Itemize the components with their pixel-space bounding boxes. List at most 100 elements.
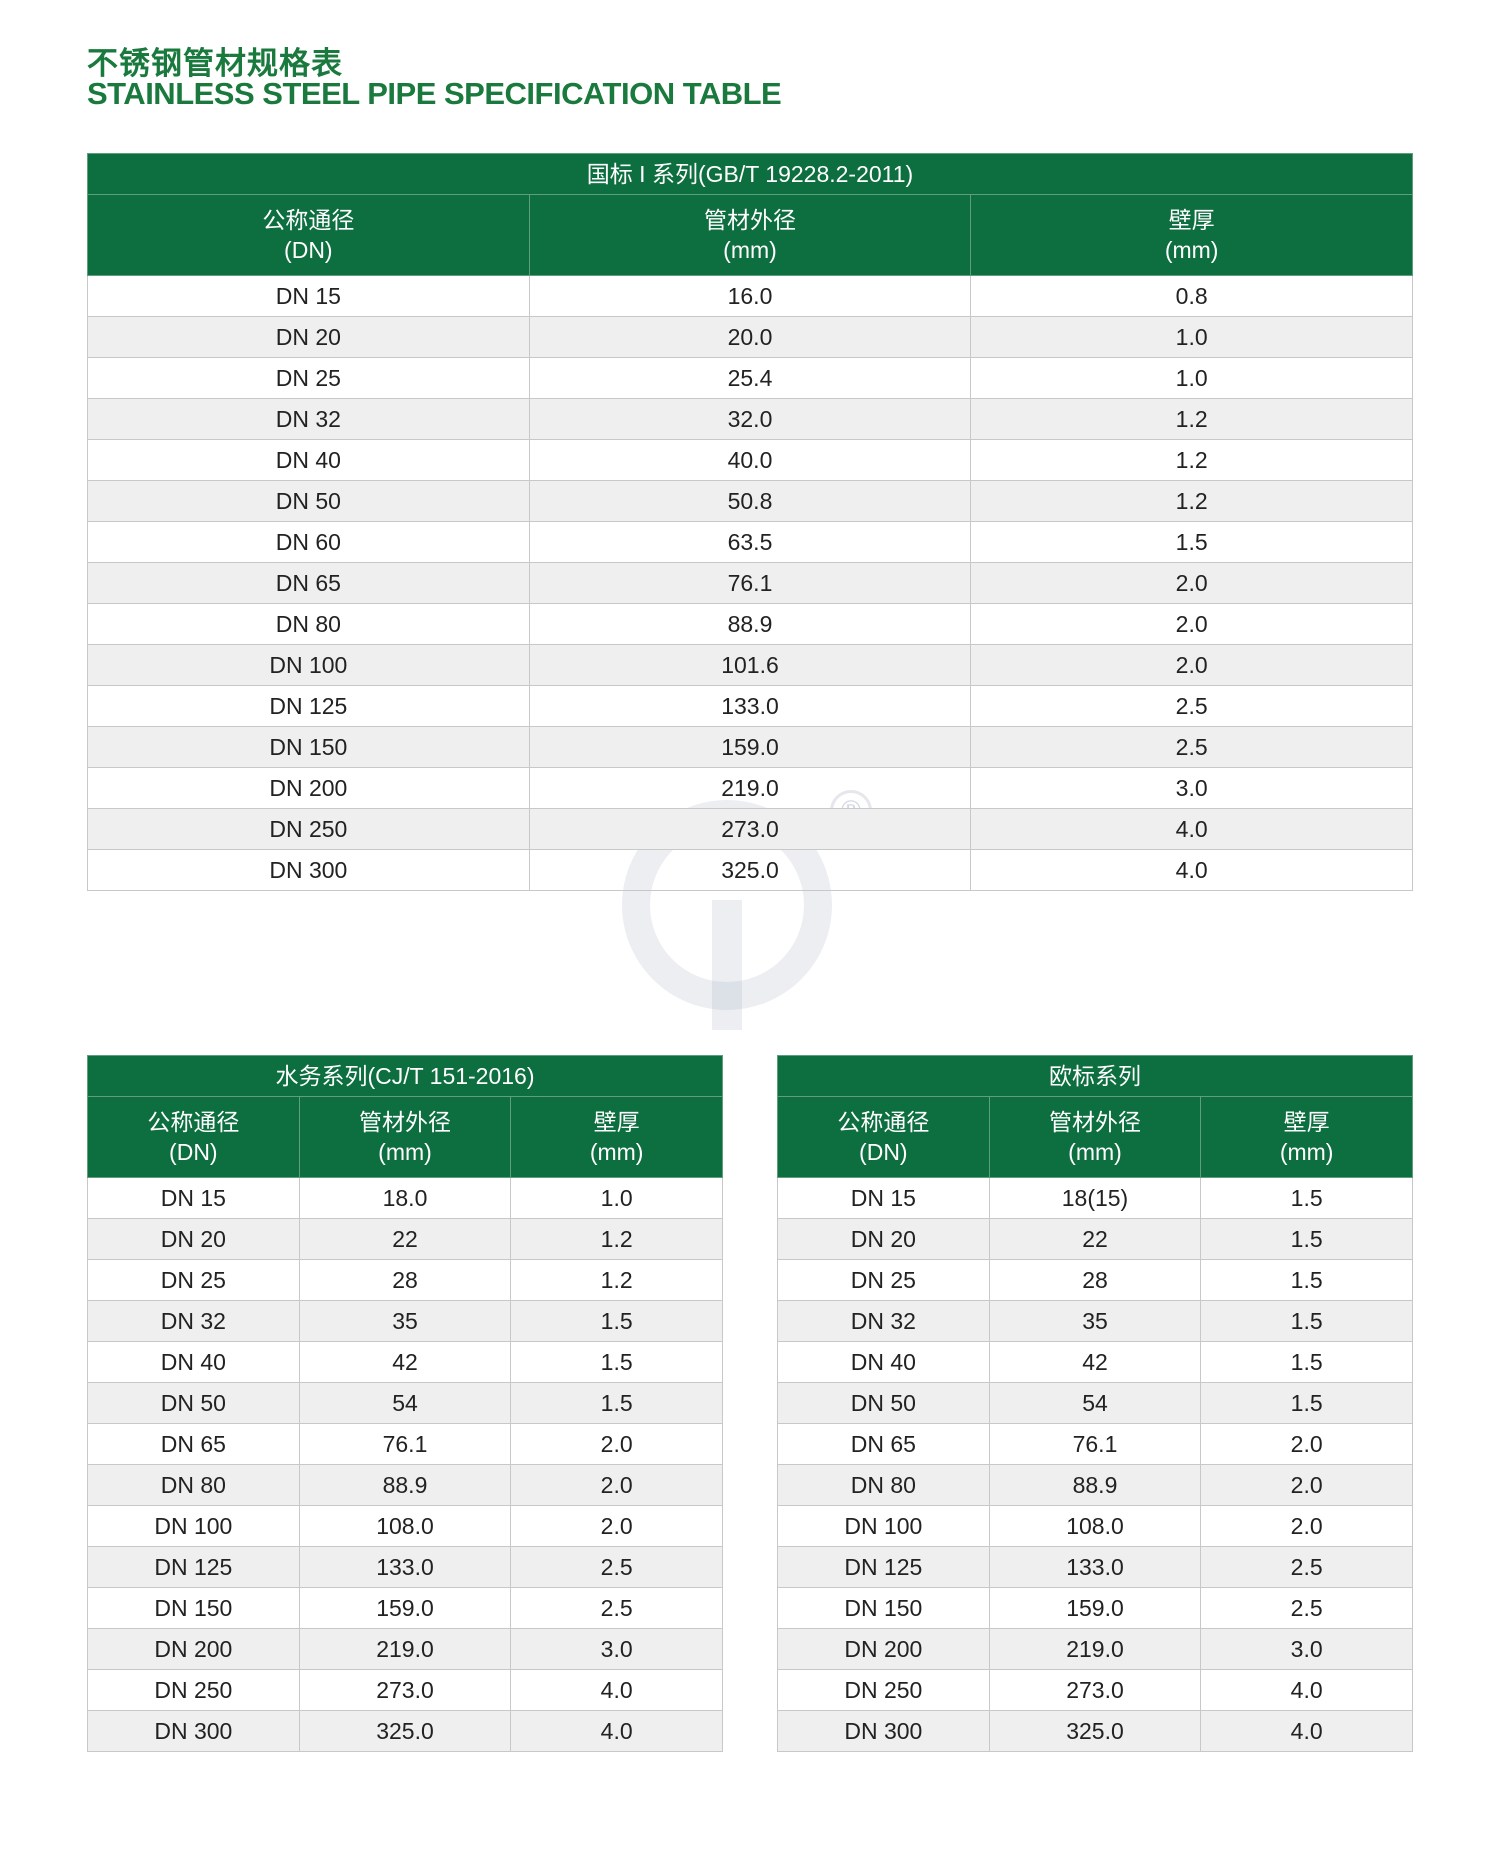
cell-wall-thickness: 1.5 [1200, 1341, 1413, 1383]
table-row: DN 250 273.0 4.0 [87, 808, 1413, 850]
column-header-nominal-diameter: 公称通径 (DN) [777, 1096, 990, 1178]
cell-nominal-diameter: DN 250 [87, 1669, 300, 1711]
cell-outer-diameter: 133.0 [988, 1546, 1202, 1588]
cell-wall-thickness: 2.0 [1200, 1464, 1413, 1506]
cell-outer-diameter: 273.0 [528, 808, 972, 850]
cell-wall-thickness: 2.0 [510, 1423, 723, 1465]
header-unit: (mm) [1068, 1139, 1122, 1165]
cell-outer-diameter: 18(15) [988, 1177, 1202, 1219]
cell-nominal-diameter: DN 100 [777, 1505, 990, 1547]
cell-outer-diameter: 88.9 [528, 603, 972, 645]
table-row: DN 60 63.5 1.5 [87, 521, 1413, 563]
cell-outer-diameter: 35 [988, 1300, 1202, 1342]
cell-outer-diameter: 273.0 [988, 1669, 1202, 1711]
header-label: 壁厚 [1168, 207, 1215, 233]
cell-outer-diameter: 325.0 [298, 1710, 512, 1752]
cell-nominal-diameter: DN 60 [87, 521, 530, 563]
table-row: DN 25 25.4 1.0 [87, 357, 1413, 399]
cell-wall-thickness: 2.5 [510, 1587, 723, 1629]
cell-outer-diameter: 42 [988, 1341, 1202, 1383]
cell-outer-diameter: 42 [298, 1341, 512, 1383]
cell-outer-diameter: 159.0 [988, 1587, 1202, 1629]
cell-wall-thickness: 1.5 [1200, 1259, 1413, 1301]
column-header-wall-thickness: 壁厚 (mm) [510, 1096, 723, 1178]
table-row: DN 300 325.0 4.0 [87, 849, 1413, 891]
table-row: DN 200 219.0 3.0 [777, 1628, 1413, 1670]
table-row: DN 40 40.0 1.2 [87, 439, 1413, 481]
table-row: DN 125 133.0 2.5 [87, 1546, 723, 1588]
table-row: DN 32 35 1.5 [777, 1300, 1413, 1342]
cell-nominal-diameter: DN 15 [777, 1177, 990, 1219]
header-unit: (DN) [284, 237, 333, 263]
cell-nominal-diameter: DN 50 [87, 1382, 300, 1424]
cell-nominal-diameter: DN 250 [777, 1669, 990, 1711]
header-label: 管材外径 [1048, 1109, 1141, 1135]
table-row: DN 200 219.0 3.0 [87, 1628, 723, 1670]
cell-outer-diameter: 25.4 [528, 357, 972, 399]
cell-wall-thickness: 2.0 [510, 1505, 723, 1547]
watermark-logo-stem [712, 900, 742, 1030]
gb-series-spec-table: 国标 I 系列(GB/T 19228.2-2011) 公称通径 (DN) 管材外径 (m… [87, 153, 1413, 891]
page-title-english: STAINLESS STEEL PIPE SPECIFICATION TABLE [87, 76, 782, 111]
cell-outer-diameter: 22 [298, 1218, 512, 1260]
cell-wall-thickness: 2.0 [1200, 1423, 1413, 1465]
cell-wall-thickness: 0.8 [970, 275, 1413, 317]
table-row: DN 200 219.0 3.0 [87, 767, 1413, 809]
cell-wall-thickness: 1.2 [510, 1218, 723, 1260]
cell-wall-thickness: 1.5 [1200, 1300, 1413, 1342]
cell-wall-thickness: 2.0 [510, 1464, 723, 1506]
column-header-nominal-diameter: 公称通径 (DN) [87, 194, 530, 276]
cell-wall-thickness: 1.5 [510, 1300, 723, 1342]
cell-nominal-diameter: DN 200 [87, 767, 530, 809]
cell-outer-diameter: 108.0 [988, 1505, 1202, 1547]
table-row: DN 40 42 1.5 [777, 1341, 1413, 1383]
table-row: DN 150 159.0 2.5 [87, 726, 1413, 768]
cell-outer-diameter: 76.1 [988, 1423, 1202, 1465]
cell-nominal-diameter: DN 125 [87, 1546, 300, 1588]
header-unit: (mm) [378, 1139, 432, 1165]
cell-wall-thickness: 3.0 [1200, 1628, 1413, 1670]
cell-wall-thickness: 1.0 [970, 357, 1413, 399]
cell-wall-thickness: 3.0 [970, 767, 1413, 809]
cell-wall-thickness: 1.5 [510, 1341, 723, 1383]
header-label: 壁厚 [593, 1109, 640, 1135]
cell-nominal-diameter: DN 20 [87, 1218, 300, 1260]
table-row: DN 100 101.6 2.0 [87, 644, 1413, 686]
cell-nominal-diameter: DN 125 [777, 1546, 990, 1588]
cell-nominal-diameter: DN 65 [87, 562, 530, 604]
cell-nominal-diameter: DN 200 [777, 1628, 990, 1670]
table-row: DN 80 88.9 2.0 [87, 1464, 723, 1506]
cell-nominal-diameter: DN 20 [777, 1218, 990, 1260]
cell-outer-diameter: 88.9 [298, 1464, 512, 1506]
cell-wall-thickness: 2.5 [510, 1546, 723, 1588]
cell-nominal-diameter: DN 32 [87, 1300, 300, 1342]
header-unit: (mm) [589, 1139, 644, 1165]
cell-wall-thickness: 1.5 [1200, 1382, 1413, 1424]
table-row: DN 300 325.0 4.0 [777, 1710, 1413, 1752]
cell-wall-thickness: 4.0 [970, 808, 1413, 850]
table-row: DN 50 54 1.5 [777, 1382, 1413, 1424]
table-row: DN 65 76.1 2.0 [777, 1423, 1413, 1465]
cell-outer-diameter: 88.9 [988, 1464, 1202, 1506]
cell-nominal-diameter: DN 100 [87, 1505, 300, 1547]
cell-nominal-diameter: DN 32 [777, 1300, 990, 1342]
cell-outer-diameter: 108.0 [298, 1505, 512, 1547]
table-row: DN 25 28 1.5 [777, 1259, 1413, 1301]
cell-nominal-diameter: DN 150 [87, 726, 530, 768]
cell-wall-thickness: 1.2 [970, 480, 1413, 522]
cell-wall-thickness: 4.0 [1200, 1669, 1413, 1711]
table-row: DN 125 133.0 2.5 [777, 1546, 1413, 1588]
column-header-wall-thickness: 壁厚 (mm) [970, 194, 1413, 276]
cell-nominal-diameter: DN 15 [87, 275, 530, 317]
cell-outer-diameter: 20.0 [528, 316, 972, 358]
header-label: 管材外径 [358, 1109, 451, 1135]
cell-wall-thickness: 2.5 [970, 726, 1413, 768]
cell-wall-thickness: 4.0 [510, 1669, 723, 1711]
table-row: DN 20 22 1.5 [777, 1218, 1413, 1260]
cell-outer-diameter: 325.0 [528, 849, 972, 891]
table-row: DN 150 159.0 2.5 [87, 1587, 723, 1629]
cell-nominal-diameter: DN 50 [87, 480, 530, 522]
cell-outer-diameter: 133.0 [528, 685, 972, 727]
table-row: DN 65 76.1 2.0 [87, 562, 1413, 604]
table-row: DN 300 325.0 4.0 [87, 1710, 723, 1752]
